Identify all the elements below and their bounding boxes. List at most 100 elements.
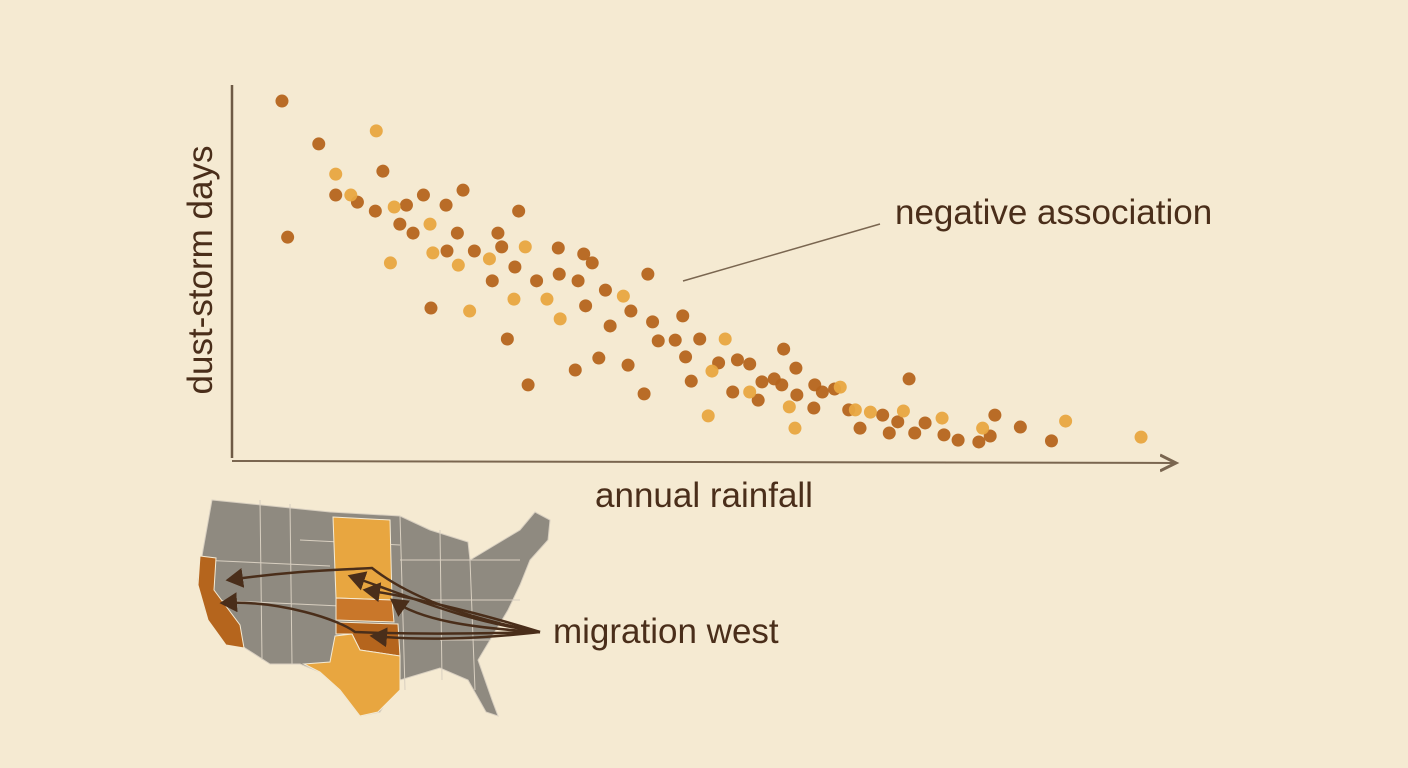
point	[651, 334, 665, 348]
point	[937, 428, 951, 442]
point	[863, 405, 877, 419]
x-axis	[231, 461, 1176, 463]
point	[383, 256, 397, 270]
point	[508, 260, 522, 274]
map-label: migration west	[553, 612, 779, 651]
annotation: negative association	[895, 193, 1212, 232]
point	[577, 247, 591, 261]
point	[530, 274, 544, 288]
point	[751, 393, 765, 407]
point	[552, 267, 566, 281]
point	[616, 289, 630, 303]
point	[491, 226, 505, 240]
point	[456, 183, 470, 197]
point	[789, 361, 803, 375]
point	[275, 94, 289, 108]
point	[368, 204, 382, 218]
point	[1134, 430, 1148, 444]
point	[521, 378, 535, 392]
point	[718, 332, 732, 346]
point	[571, 274, 585, 288]
point	[668, 333, 682, 347]
point	[568, 363, 582, 377]
point	[482, 252, 496, 266]
point	[896, 404, 910, 418]
point	[743, 357, 757, 371]
point	[777, 342, 791, 356]
point	[679, 350, 693, 364]
point	[603, 319, 617, 333]
migration-arrows	[219, 566, 541, 648]
point	[450, 226, 464, 240]
point	[467, 244, 481, 258]
point	[775, 378, 789, 392]
point	[451, 258, 465, 272]
point	[376, 164, 390, 178]
point	[439, 198, 453, 212]
point	[848, 403, 862, 417]
point	[755, 375, 769, 389]
texas	[302, 633, 401, 717]
point	[423, 217, 437, 231]
point	[507, 292, 521, 306]
point	[782, 400, 796, 414]
point	[876, 408, 890, 422]
point	[369, 124, 383, 138]
point	[726, 385, 740, 399]
point	[637, 387, 651, 401]
point	[701, 409, 715, 423]
point	[329, 188, 343, 202]
point	[1044, 434, 1058, 448]
point	[406, 226, 420, 240]
point	[598, 283, 612, 297]
point	[891, 415, 905, 429]
point	[693, 332, 707, 346]
point	[935, 411, 949, 425]
point	[951, 433, 965, 447]
point	[426, 246, 440, 260]
point	[1059, 414, 1073, 428]
point	[815, 385, 829, 399]
point	[918, 416, 932, 430]
point	[705, 364, 719, 378]
point	[585, 256, 599, 270]
point	[551, 241, 565, 255]
point	[976, 421, 990, 435]
point	[518, 240, 532, 254]
point	[788, 421, 802, 435]
x-axis-label: annual rainfall	[595, 476, 813, 515]
point	[393, 217, 407, 231]
point	[424, 301, 438, 315]
point	[387, 200, 401, 214]
point	[495, 240, 509, 254]
point	[676, 309, 690, 323]
point	[908, 426, 922, 440]
point	[440, 244, 454, 258]
point	[684, 374, 698, 388]
annotation-line	[682, 223, 881, 282]
y-axis-label: dust-storm days	[181, 146, 220, 395]
point	[972, 435, 986, 449]
point	[579, 299, 593, 313]
point	[833, 380, 847, 394]
point	[646, 315, 660, 329]
point	[790, 388, 804, 402]
map	[197, 499, 551, 717]
point	[1013, 420, 1027, 434]
point	[807, 401, 821, 415]
point	[281, 230, 295, 244]
point	[882, 426, 896, 440]
point	[416, 188, 430, 202]
point	[853, 421, 867, 435]
point	[329, 167, 343, 181]
point	[512, 204, 526, 218]
point	[399, 198, 413, 212]
point	[540, 292, 554, 306]
point	[743, 385, 757, 399]
point	[988, 408, 1002, 422]
point	[463, 304, 477, 318]
point	[312, 137, 326, 151]
point	[592, 351, 606, 365]
point	[500, 332, 514, 346]
